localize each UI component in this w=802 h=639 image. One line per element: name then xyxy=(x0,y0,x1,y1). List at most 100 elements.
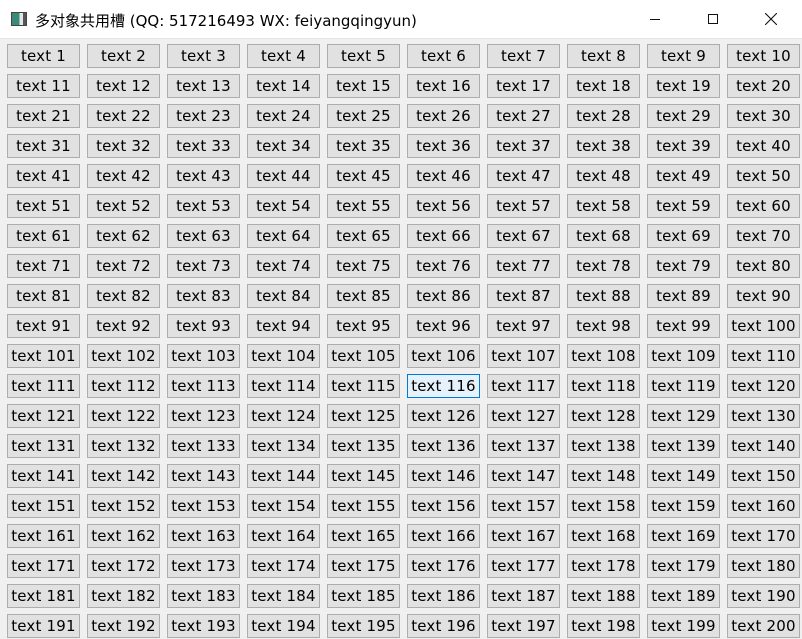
text-button-29[interactable]: text 29 xyxy=(647,104,720,128)
text-button-152[interactable]: text 152 xyxy=(87,494,160,518)
text-button-89[interactable]: text 89 xyxy=(647,284,720,308)
text-button-160[interactable]: text 160 xyxy=(727,494,800,518)
text-button-77[interactable]: text 77 xyxy=(487,254,560,278)
text-button-38[interactable]: text 38 xyxy=(567,134,640,158)
text-button-123[interactable]: text 123 xyxy=(167,404,240,428)
text-button-78[interactable]: text 78 xyxy=(567,254,640,278)
text-button-166[interactable]: text 166 xyxy=(407,524,480,548)
text-button-196[interactable]: text 196 xyxy=(407,614,480,638)
title-bar[interactable]: 多对象共用槽 (QQ: 517216493 WX: feiyangqingyun… xyxy=(0,0,802,39)
text-button-186[interactable]: text 186 xyxy=(407,584,480,608)
text-button-23[interactable]: text 23 xyxy=(167,104,240,128)
text-button-102[interactable]: text 102 xyxy=(87,344,160,368)
text-button-198[interactable]: text 198 xyxy=(567,614,640,638)
text-button-26[interactable]: text 26 xyxy=(407,104,480,128)
text-button-182[interactable]: text 182 xyxy=(87,584,160,608)
text-button-98[interactable]: text 98 xyxy=(567,314,640,338)
text-button-79[interactable]: text 79 xyxy=(647,254,720,278)
text-button-62[interactable]: text 62 xyxy=(87,224,160,248)
text-button-90[interactable]: text 90 xyxy=(727,284,800,308)
text-button-85[interactable]: text 85 xyxy=(327,284,400,308)
text-button-174[interactable]: text 174 xyxy=(247,554,320,578)
text-button-147[interactable]: text 147 xyxy=(487,464,560,488)
text-button-50[interactable]: text 50 xyxy=(727,164,800,188)
text-button-169[interactable]: text 169 xyxy=(647,524,720,548)
text-button-187[interactable]: text 187 xyxy=(487,584,560,608)
text-button-191[interactable]: text 191 xyxy=(7,614,80,638)
text-button-39[interactable]: text 39 xyxy=(647,134,720,158)
text-button-151[interactable]: text 151 xyxy=(7,494,80,518)
text-button-115[interactable]: text 115 xyxy=(327,374,400,398)
text-button-192[interactable]: text 192 xyxy=(87,614,160,638)
text-button-159[interactable]: text 159 xyxy=(647,494,720,518)
text-button-109[interactable]: text 109 xyxy=(647,344,720,368)
text-button-47[interactable]: text 47 xyxy=(487,164,560,188)
text-button-130[interactable]: text 130 xyxy=(727,404,800,428)
text-button-188[interactable]: text 188 xyxy=(567,584,640,608)
text-button-195[interactable]: text 195 xyxy=(327,614,400,638)
text-button-162[interactable]: text 162 xyxy=(87,524,160,548)
text-button-178[interactable]: text 178 xyxy=(567,554,640,578)
text-button-3[interactable]: text 3 xyxy=(167,44,240,68)
text-button-22[interactable]: text 22 xyxy=(87,104,160,128)
text-button-88[interactable]: text 88 xyxy=(567,284,640,308)
text-button-37[interactable]: text 37 xyxy=(487,134,560,158)
close-button[interactable] xyxy=(742,0,800,38)
text-button-107[interactable]: text 107 xyxy=(487,344,560,368)
text-button-124[interactable]: text 124 xyxy=(247,404,320,428)
text-button-171[interactable]: text 171 xyxy=(7,554,80,578)
text-button-54[interactable]: text 54 xyxy=(247,194,320,218)
text-button-30[interactable]: text 30 xyxy=(727,104,800,128)
text-button-154[interactable]: text 154 xyxy=(247,494,320,518)
text-button-125[interactable]: text 125 xyxy=(327,404,400,428)
text-button-32[interactable]: text 32 xyxy=(87,134,160,158)
text-button-25[interactable]: text 25 xyxy=(327,104,400,128)
text-button-44[interactable]: text 44 xyxy=(247,164,320,188)
text-button-69[interactable]: text 69 xyxy=(647,224,720,248)
text-button-91[interactable]: text 91 xyxy=(7,314,80,338)
text-button-137[interactable]: text 137 xyxy=(487,434,560,458)
text-button-111[interactable]: text 111 xyxy=(7,374,80,398)
text-button-173[interactable]: text 173 xyxy=(167,554,240,578)
text-button-138[interactable]: text 138 xyxy=(567,434,640,458)
text-button-13[interactable]: text 13 xyxy=(167,74,240,98)
text-button-5[interactable]: text 5 xyxy=(327,44,400,68)
text-button-72[interactable]: text 72 xyxy=(87,254,160,278)
text-button-165[interactable]: text 165 xyxy=(327,524,400,548)
text-button-68[interactable]: text 68 xyxy=(567,224,640,248)
text-button-2[interactable]: text 2 xyxy=(87,44,160,68)
text-button-190[interactable]: text 190 xyxy=(727,584,800,608)
maximize-button[interactable] xyxy=(684,0,742,38)
text-button-27[interactable]: text 27 xyxy=(487,104,560,128)
text-button-49[interactable]: text 49 xyxy=(647,164,720,188)
text-button-193[interactable]: text 193 xyxy=(167,614,240,638)
text-button-184[interactable]: text 184 xyxy=(247,584,320,608)
text-button-148[interactable]: text 148 xyxy=(567,464,640,488)
text-button-179[interactable]: text 179 xyxy=(647,554,720,578)
text-button-176[interactable]: text 176 xyxy=(407,554,480,578)
text-button-24[interactable]: text 24 xyxy=(247,104,320,128)
text-button-117[interactable]: text 117 xyxy=(487,374,560,398)
text-button-200[interactable]: text 200 xyxy=(727,614,800,638)
text-button-150[interactable]: text 150 xyxy=(727,464,800,488)
text-button-28[interactable]: text 28 xyxy=(567,104,640,128)
text-button-144[interactable]: text 144 xyxy=(247,464,320,488)
text-button-59[interactable]: text 59 xyxy=(647,194,720,218)
text-button-157[interactable]: text 157 xyxy=(487,494,560,518)
minimize-button[interactable] xyxy=(626,0,684,38)
text-button-83[interactable]: text 83 xyxy=(167,284,240,308)
text-button-43[interactable]: text 43 xyxy=(167,164,240,188)
text-button-65[interactable]: text 65 xyxy=(327,224,400,248)
text-button-52[interactable]: text 52 xyxy=(87,194,160,218)
text-button-132[interactable]: text 132 xyxy=(87,434,160,458)
text-button-99[interactable]: text 99 xyxy=(647,314,720,338)
text-button-64[interactable]: text 64 xyxy=(247,224,320,248)
text-button-142[interactable]: text 142 xyxy=(87,464,160,488)
text-button-17[interactable]: text 17 xyxy=(487,74,560,98)
text-button-155[interactable]: text 155 xyxy=(327,494,400,518)
text-button-180[interactable]: text 180 xyxy=(727,554,800,578)
text-button-33[interactable]: text 33 xyxy=(167,134,240,158)
text-button-73[interactable]: text 73 xyxy=(167,254,240,278)
text-button-53[interactable]: text 53 xyxy=(167,194,240,218)
text-button-15[interactable]: text 15 xyxy=(327,74,400,98)
